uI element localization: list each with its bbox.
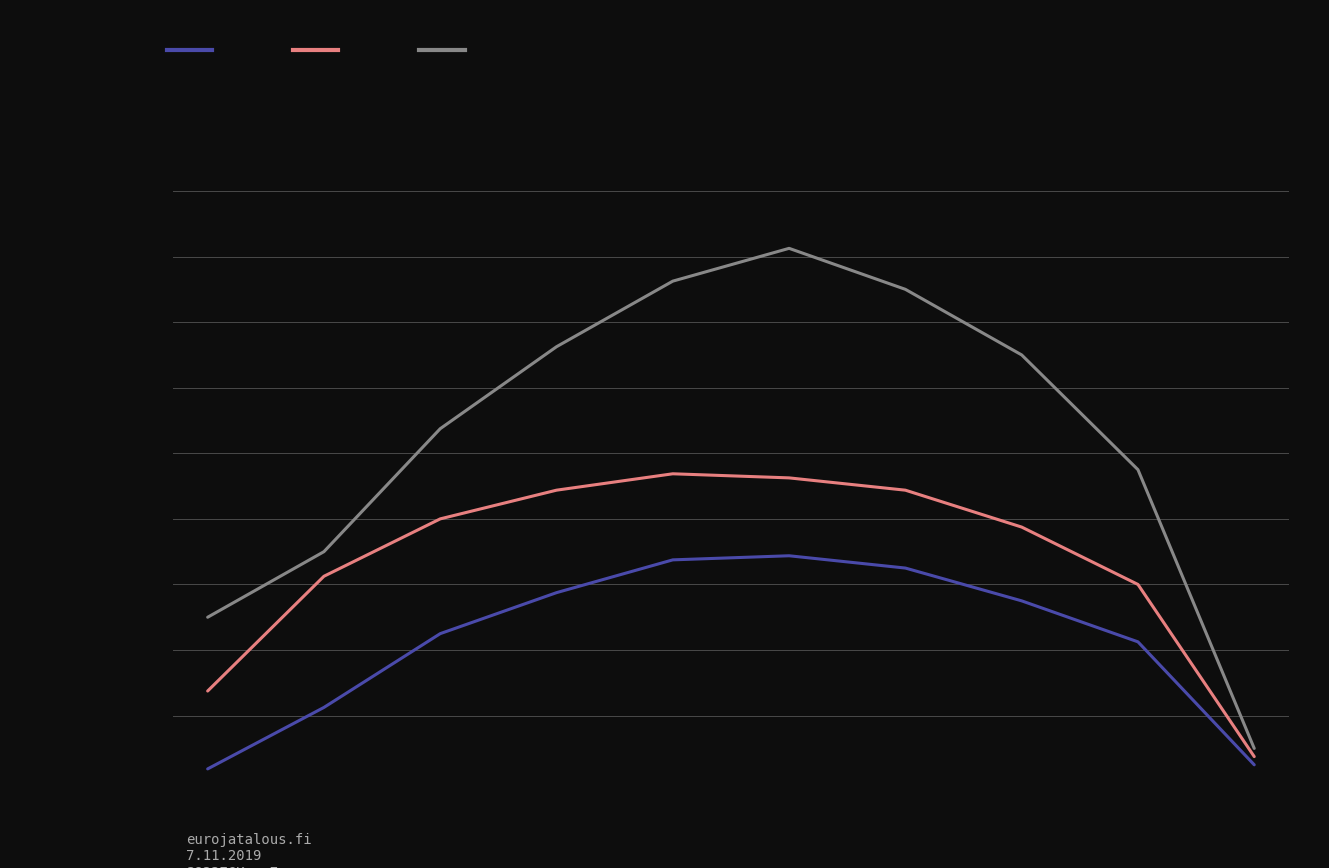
Legend: , , : , , [159,35,481,67]
Text: eurojatalous.fi
7.11.2019
38237@Кумо7: eurojatalous.fi 7.11.2019 38237@Кумо7 [186,833,312,868]
